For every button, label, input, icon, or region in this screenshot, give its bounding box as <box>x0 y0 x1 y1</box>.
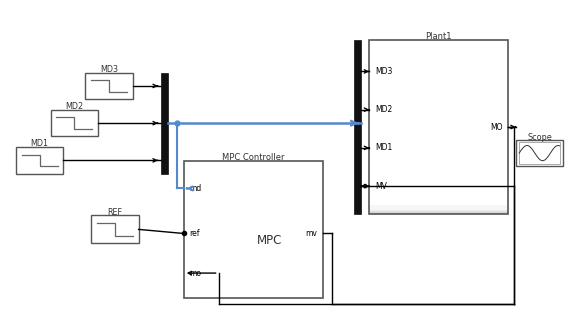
Bar <box>91 215 139 244</box>
Bar <box>516 140 563 166</box>
Bar <box>161 73 168 174</box>
Bar <box>369 207 508 211</box>
Bar <box>369 205 508 210</box>
Bar <box>369 206 508 211</box>
Text: MD3: MD3 <box>100 65 118 74</box>
Bar <box>369 208 508 212</box>
Text: Plant1: Plant1 <box>425 33 452 41</box>
Bar <box>369 205 508 210</box>
Bar <box>369 208 508 213</box>
Bar <box>369 206 508 210</box>
Bar <box>369 209 508 213</box>
Bar <box>369 206 508 210</box>
Bar <box>184 161 323 298</box>
Bar <box>369 209 508 213</box>
Bar <box>86 73 133 99</box>
Bar <box>369 207 508 211</box>
Bar <box>369 208 508 213</box>
Text: MD3: MD3 <box>375 67 392 76</box>
Bar <box>369 206 508 210</box>
Text: MPC Controller: MPC Controller <box>222 153 285 162</box>
Bar <box>369 209 508 214</box>
Text: Scope: Scope <box>527 133 552 141</box>
Text: md: md <box>190 184 202 193</box>
Text: MO: MO <box>490 122 502 131</box>
Bar <box>369 206 508 210</box>
Text: mv: mv <box>305 229 317 238</box>
Bar <box>369 208 508 213</box>
Bar <box>369 208 508 213</box>
Text: ref: ref <box>190 229 200 238</box>
Bar <box>369 209 508 214</box>
Bar <box>369 206 508 211</box>
Bar <box>369 208 508 212</box>
Bar <box>369 207 508 211</box>
Bar <box>369 209 508 213</box>
Bar <box>369 208 508 212</box>
Bar <box>369 206 508 210</box>
Text: MD2: MD2 <box>65 102 83 111</box>
Bar <box>369 208 508 213</box>
Text: REF: REF <box>108 208 122 217</box>
Text: MV: MV <box>375 182 387 191</box>
Text: MD1: MD1 <box>375 143 392 152</box>
Bar <box>369 208 508 212</box>
Text: MPC: MPC <box>257 234 283 247</box>
Text: mo: mo <box>190 269 201 278</box>
Bar <box>369 209 508 213</box>
Text: MD2: MD2 <box>375 105 392 114</box>
Bar <box>369 206 508 210</box>
Bar <box>369 207 508 211</box>
Bar <box>369 207 508 211</box>
Bar <box>369 40 508 214</box>
Bar <box>369 208 508 213</box>
Bar <box>369 208 508 212</box>
Bar <box>369 207 508 211</box>
Text: MD1: MD1 <box>31 139 49 148</box>
Bar <box>369 209 508 213</box>
Bar <box>369 207 508 212</box>
Bar <box>369 209 508 213</box>
Bar <box>369 207 508 212</box>
Bar <box>353 40 361 214</box>
Bar <box>369 208 508 212</box>
Bar <box>369 209 508 214</box>
Bar <box>51 110 98 136</box>
Bar <box>519 142 560 164</box>
Bar <box>369 206 508 211</box>
Bar <box>16 147 63 174</box>
